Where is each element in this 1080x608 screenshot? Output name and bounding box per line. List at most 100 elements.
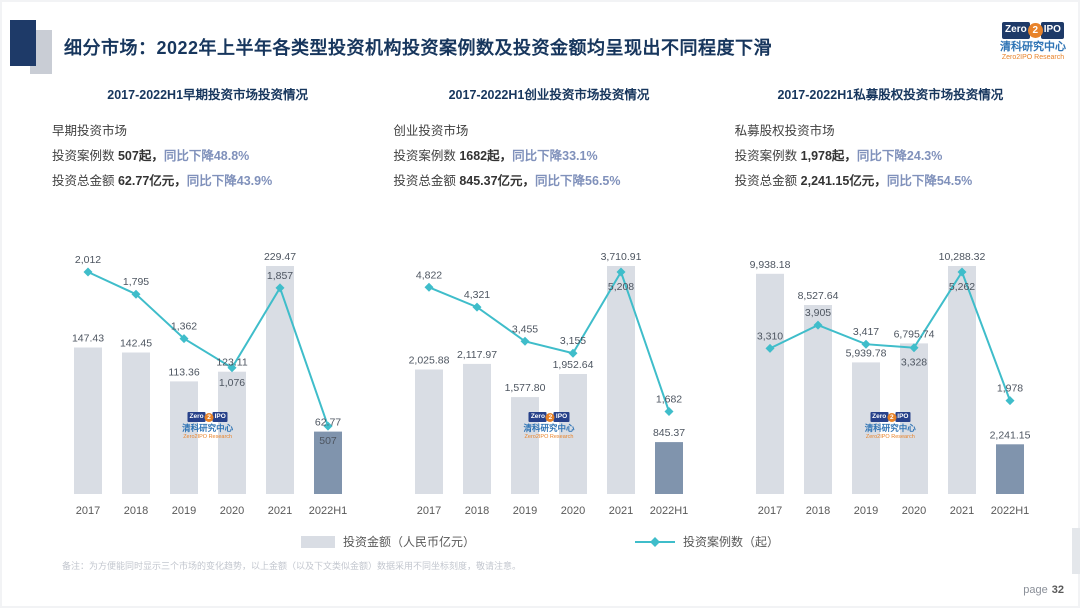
bar-value-label: 2,025.88: [409, 355, 450, 367]
line-marker: [323, 421, 333, 431]
x-axis-label: 2019: [854, 505, 878, 517]
legend-line-item: 投资案例数（起）: [635, 533, 779, 550]
x-axis-label: 2020: [902, 505, 926, 517]
chart-column-early-stage: 2017-2022H1早期投资市场投资情况 早期投资市场 投资案例数 507起，…: [46, 84, 369, 532]
line-marker: [179, 334, 189, 344]
bar: [462, 363, 491, 494]
line-value-label: 1,362: [171, 321, 197, 333]
watermark-zero-text: Zero: [528, 412, 547, 423]
line-path: [87, 271, 329, 427]
watermark-ipo-text: IPO: [895, 412, 911, 423]
line-value-label: 3,310: [757, 330, 783, 342]
legend-bar-label: 投资金额（人民币亿元）: [342, 535, 475, 549]
chart-stats: 创业投资市场 投资案例数 1682起，同比下降33.1% 投资总金额 845.3…: [387, 119, 710, 194]
cases-prefix: 投资案例数: [52, 149, 118, 163]
line-marker: [424, 282, 434, 292]
line-value-label: 4,321: [464, 289, 490, 301]
logo-wordmark: Zero 2 IPO: [1000, 22, 1066, 39]
cases-change: 同比下降33.1%: [512, 149, 598, 163]
amount-value: 845.37亿元，: [459, 174, 536, 188]
x-axis-label: 2021: [950, 505, 974, 517]
x-axis-label: 2017: [758, 505, 782, 517]
chart-area: 2017 2018 2019 2020 2021 2022H1 9,938.18 3,310 8…: [729, 232, 1052, 532]
chart-area: 2017 2018 2019 2020 2021 2022H1 2,025.88 4,822 2…: [387, 232, 710, 532]
bar: [265, 266, 294, 494]
page-number: page 32: [1023, 584, 1064, 596]
market-name: 早期投资市场: [52, 124, 128, 138]
bar: [217, 371, 246, 494]
line-marker: [275, 283, 285, 293]
chart-column-private-equity: 2017-2022H1私募股权投资市场投资情况 私募股权投资市场 投资案例数 1…: [729, 84, 1052, 532]
line-path: [428, 269, 670, 412]
x-axis-label: 2020: [561, 505, 585, 517]
market-name: 私募股权投资市场: [734, 124, 835, 138]
cases-change: 同比下降48.8%: [163, 149, 250, 163]
bar: [804, 305, 833, 494]
line-value-label: 3,455: [512, 323, 538, 335]
bar-value-label: 5,939.78: [846, 347, 887, 359]
bar-value-label: 1,952.64: [553, 359, 594, 371]
amount-value: 2,241.15亿元，: [800, 174, 887, 188]
line-value-label: 3,155: [560, 335, 586, 347]
watermark-two-badge-icon: 2: [204, 412, 214, 422]
line-value-label: 5,262: [949, 281, 975, 293]
line-value-label: 1,682: [656, 394, 682, 406]
watermark-wordmark: Zero 2 IPO: [523, 412, 574, 423]
cases-prefix: 投资案例数: [393, 149, 460, 163]
x-axis-label: 2018: [806, 505, 830, 517]
amount-value: 62.77亿元，: [117, 174, 187, 188]
bar: [852, 362, 881, 494]
x-axis-label: 2019: [171, 505, 195, 517]
amount-stat: 投资总金额 62.77亿元，同比下降43.9%: [52, 169, 369, 194]
combo-chart: 2017 2018 2019 2020 2021 2022H1 9,938.18 3,310 8…: [750, 251, 1031, 517]
bar: [948, 266, 977, 494]
chart-watermark: Zero 2 IPO 清科研究中心 Zero2IPO Research: [182, 412, 233, 441]
watermark-en-name: Zero2IPO Research: [183, 433, 233, 440]
x-axis-label: 2021: [609, 505, 633, 517]
amount-stat: 投资总金额 2,241.15亿元，同比下降54.5%: [735, 169, 1052, 194]
line-marker: [131, 289, 141, 299]
logo-en-name: Zero2IPO Research: [1001, 54, 1065, 62]
line-marker: [616, 267, 626, 277]
amount-change: 同比下降43.9%: [186, 174, 273, 188]
line-value-label: 2,012: [75, 254, 101, 266]
logo-ipo-text: IPO: [1040, 22, 1064, 39]
line-value-label: 1,978: [997, 383, 1023, 395]
cases-value: 1682起，: [459, 149, 513, 163]
bar: [169, 381, 198, 494]
amount-prefix: 投资总金额: [393, 174, 460, 188]
edge-decoration: [1072, 528, 1080, 574]
bar-swatch-icon: [300, 535, 335, 548]
watermark-ipo-text: IPO: [212, 412, 228, 423]
bar-value-label: 9,938.18: [750, 259, 791, 271]
line-value-label: 3,417: [853, 326, 879, 338]
page-title: 细分市场：2022年上半年各类型投资机构投资案例数及投资金额均呈现出不同程度下滑: [64, 38, 773, 58]
line-marker: [472, 302, 482, 312]
bar: [654, 442, 683, 494]
line-value-label: 5,208: [608, 281, 634, 293]
watermark-wordmark: Zero 2 IPO: [865, 412, 916, 423]
cases-value: 507起，: [117, 149, 164, 163]
cases-stat: 投资案例数 1,978起，同比下降24.3%: [735, 144, 1052, 169]
page-label: page: [1023, 584, 1048, 596]
line-value-label: 3,905: [805, 307, 831, 319]
x-axis-label: 2018: [465, 505, 489, 517]
bar: [313, 431, 342, 494]
charts-row: 2017-2022H1早期投资市场投资情况 早期投资市场 投资案例数 507起，…: [46, 84, 1052, 532]
cases-change: 同比下降24.3%: [856, 149, 943, 163]
bar-value-label: 1,577.80: [505, 382, 546, 394]
line-marker: [520, 336, 530, 346]
amount-change: 同比下降54.5%: [886, 174, 973, 188]
amount-prefix: 投资总金额: [734, 174, 801, 188]
bar-value-label: 845.37: [653, 427, 685, 439]
logo-cn-name: 清科研究中心: [1000, 40, 1066, 53]
bar-value-label: 62.77: [315, 417, 341, 429]
title-decoration-navy: [10, 20, 36, 66]
watermark-two-badge-icon: 2: [545, 412, 555, 422]
bar-value-label: 147.43: [72, 333, 104, 345]
bar-value-label: 10,288.32: [939, 251, 986, 263]
line-marker: [909, 343, 919, 353]
bar: [606, 266, 635, 494]
line-value-label: 1,857: [267, 270, 293, 282]
line-marker: [957, 267, 967, 277]
